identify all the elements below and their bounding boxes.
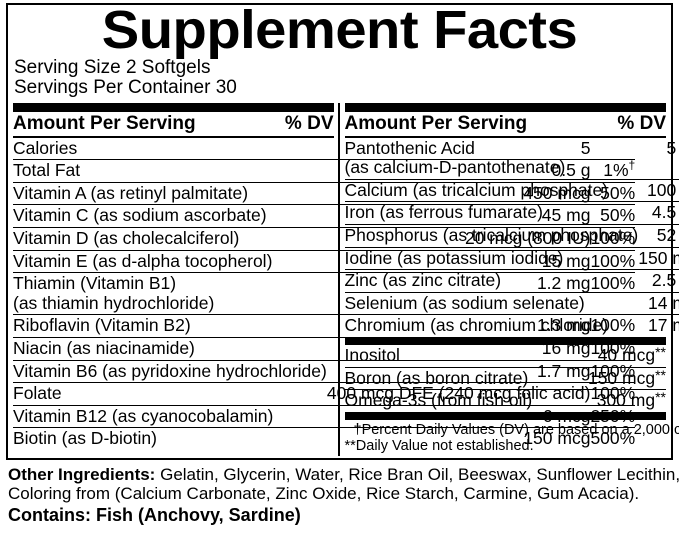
table-row: Calcium (as tricalcium phosphate)100 mg8…: [344, 179, 679, 203]
nutrient-amount: 2.5 mg: [638, 269, 679, 293]
nutrient-name-continued: (as thiamin hydrochloride): [13, 293, 327, 316]
table-row: Iron (as ferrous fumarate)4.5 mg25%: [344, 201, 679, 226]
spacer-cell: [638, 158, 679, 180]
servings-per-container: Servings Per Container 30: [14, 77, 237, 99]
serving-size: Serving Size 2 Softgels: [14, 56, 211, 78]
nutrient-name: Vitamin A (as retinyl palmitate): [13, 182, 327, 206]
other-ingredients-block: Other Ingredients: Gelatin, Glycerin, Wa…: [6, 460, 679, 525]
nutrient-name: Calcium (as tricalcium phosphate): [344, 179, 639, 203]
nutrient-name: Vitamin C (as sodium ascorbate): [13, 204, 327, 229]
header-percent-dv-right: % DV: [617, 112, 666, 134]
nutrient-name: Selenium (as sodium selenate): [344, 292, 639, 316]
nutrient-name: Boron (as boron citrate): [344, 367, 588, 391]
contains-allergen-statement: Contains: Fish (Anchovy, Sardine): [8, 504, 301, 525]
serving-info: Serving Size 2 Softgels Servings Per Con…: [14, 56, 666, 99]
other-ingredients-label: Other Ingredients:: [8, 464, 156, 484]
nutrient-amount: 40 mcg: [587, 345, 656, 368]
thick-rule-mid-right: [344, 337, 666, 346]
table-row: Boron (as boron citrate) 150 mcg **: [344, 367, 666, 391]
nutrient-name: Vitamin E (as d-alpha tocopherol): [13, 250, 327, 274]
table-row: Omega-3s (from fish oil) 300 mg **: [344, 389, 667, 412]
nutrient-name: Biotin (as D-biotin): [13, 428, 157, 449]
nutrient-name: Folate: [13, 382, 327, 406]
table-row: Phosphorus (as tricalcium phosphate)52 m…: [344, 224, 679, 248]
nutrient-name: Iron (as ferrous fumarate): [344, 201, 639, 226]
nutrient-table-right-secondary: Inositol 40 mcg ** Boron (as boron citrate)…: [344, 344, 667, 412]
nutrient-name: Vitamin B6 (as pyridoxine hydrochloride): [13, 360, 327, 384]
nutrient-name: Zinc (as zinc citrate): [344, 269, 639, 293]
nutrient-name: Pantothenic Acid: [344, 137, 475, 158]
nutrient-column-left: Amount Per Serving % DV Calories 5 Total F…: [13, 102, 636, 456]
thick-rule-top-left: [13, 102, 334, 112]
nutrient-name: Inositol: [344, 345, 588, 368]
nutrient-name: Vitamin B12 (as cyanocobalamin): [13, 405, 327, 429]
column-header-left: Amount Per Serving % DV: [13, 112, 334, 138]
table-row: Calories 5: [13, 137, 636, 161]
nutrient-percent-dv: **: [655, 367, 666, 391]
table-row: Chromium (as chromium chloride)17 mcg49%: [345, 315, 679, 337]
nutrient-amount: 17 mcg: [648, 315, 679, 336]
nutrient-amount: 5 mg: [666, 137, 679, 158]
nutrient-name: Chromium (as chromium chloride): [344, 315, 609, 336]
nutrient-percent-dv: **: [655, 344, 666, 368]
nutrient-name-continued: (as calcium-D-pantothenate): [344, 157, 639, 180]
nutrient-amount: 150 mcg: [638, 247, 679, 271]
nutrition-columns: Amount Per Serving % DV Calories 5 Total F…: [13, 102, 679, 456]
table-row: Zinc (as zinc citrate)2.5 mg23%: [344, 269, 679, 293]
header-amount-per-serving-right: Amount Per Serving: [344, 112, 528, 134]
other-ingredients-line-1: Other Ingredients: Gelatin, Glycerin, Wa…: [8, 464, 679, 484]
table-row-continuation: (as calcium-D-pantothenate): [344, 157, 679, 180]
table-row: Iodine (as potassium iodide)150 mcg100%: [344, 247, 679, 271]
nutrient-name: Thiamin (Vitamin B1): [13, 273, 177, 294]
nutrient-name: Total Fat: [13, 159, 327, 183]
nutrient-percent-dv: **: [655, 389, 666, 406]
column-header-right: Amount Per Serving % DV: [344, 112, 666, 138]
table-row: Selenium (as sodium selenate)14 mcg25%: [344, 292, 679, 316]
footnote-daily-values: †Percent Daily Values (DV) are based on …: [353, 421, 679, 438]
nutrient-amount: 4.5 mg: [638, 201, 679, 226]
nutrient-amount: 100 mg: [638, 179, 679, 203]
nutrient-name: Phosphorus (as tricalcium phosphate): [344, 224, 639, 248]
header-percent-dv-left: % DV: [284, 112, 334, 134]
other-ingredients-text-1: Gelatin, Glycerin, Water, Rice Bran Oil,…: [160, 464, 679, 484]
footnote-not-established: **Daily Value not established.: [344, 438, 534, 455]
nutrient-amount: 150 mcg: [587, 367, 656, 391]
nutrient-amount: 300 mg: [596, 390, 656, 411]
header-amount-per-serving-left: Amount Per Serving: [13, 112, 196, 134]
other-ingredients-text-2: Coloring from (Calcium Carbonate, Zinc O…: [8, 484, 640, 504]
nutrient-name: Iodine (as potassium iodide): [344, 247, 639, 271]
nutrient-amount: 52 mg: [638, 224, 679, 248]
thick-rule-bottom-right: [344, 411, 666, 420]
table-row: Inositol 40 mcg **: [344, 344, 666, 368]
table-row: Biotin (as D-biotin) 150 mcg 500%: [13, 428, 635, 450]
nutrient-name: Riboflavin (Vitamin B2): [13, 314, 327, 339]
nutrient-amount: 150 mcg: [523, 428, 591, 449]
page-title: Supplement Facts: [101, 0, 578, 60]
nutrient-percent-dv: 500%: [590, 428, 636, 449]
footnotes: †Percent Daily Values (DV) are based on …: [344, 420, 679, 456]
nutrient-amount: 1.3 mg: [326, 314, 591, 339]
label-border-box: Supplement Facts Serving Size 2 Softgels…: [6, 3, 679, 460]
nutrient-amount: 14 mcg: [638, 292, 679, 316]
nutrient-name: Calories: [13, 137, 327, 161]
nutrient-name: Omega-3s (from fish oil): [344, 390, 533, 411]
nutrient-name: Vitamin D (as cholecalciferol): [13, 227, 327, 251]
nutrient-column-right: Amount Per Serving % DV Pantothenic Acid…: [340, 102, 679, 456]
thick-rule-top-right: [344, 102, 666, 112]
nutrient-name: Niacin (as niacinamide): [13, 337, 327, 361]
